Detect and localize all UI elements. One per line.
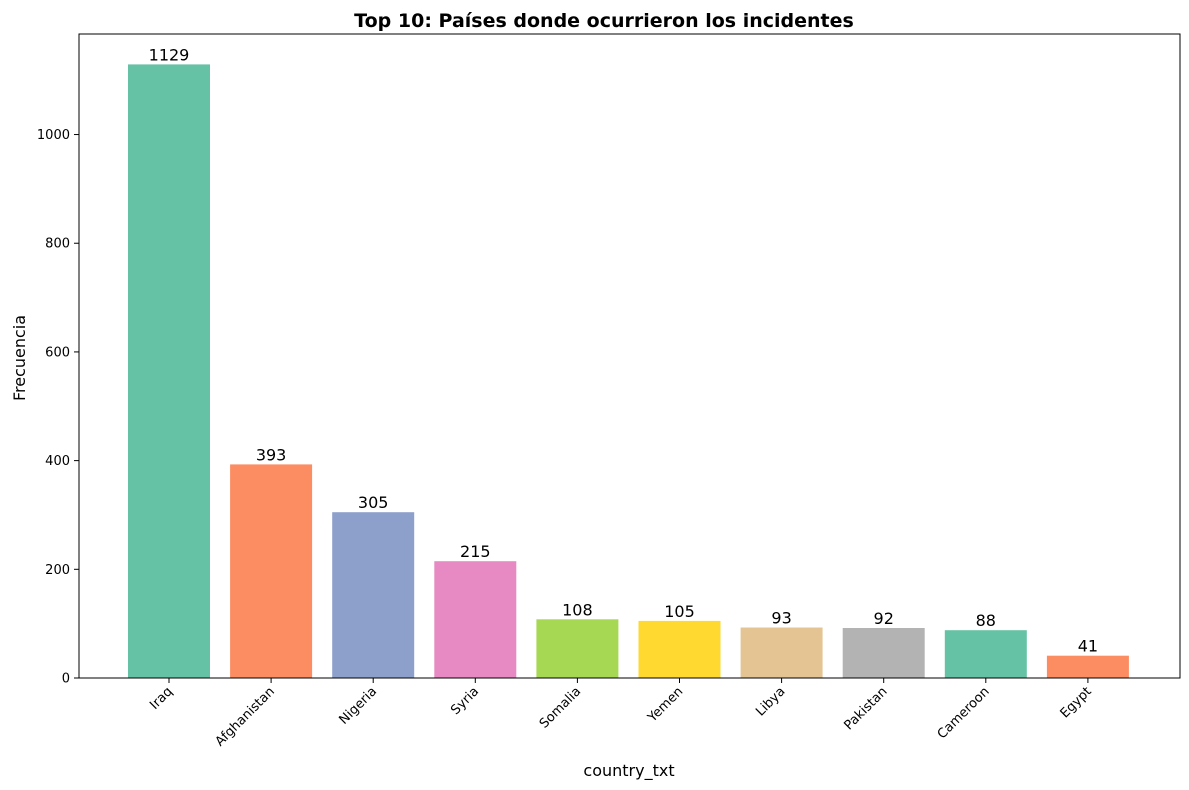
bar-cameroon [944, 630, 1027, 678]
data-label-nigeria: 305 [358, 493, 389, 512]
y-tick-label: 0 [62, 672, 70, 687]
bar-nigeria [332, 512, 415, 678]
data-label-yemen: 105 [664, 602, 695, 621]
bar-afghanistan [230, 464, 313, 678]
x-tick-label-afghanistan: Afghanistan [213, 684, 278, 749]
x-axis-label: country_txt [583, 761, 674, 781]
data-label-egypt: 41 [1078, 637, 1098, 656]
bar-somalia [536, 619, 619, 678]
bar-yemen [638, 620, 721, 678]
axes-frame [78, 33, 1181, 679]
data-label-iraq: 1129 [149, 45, 190, 64]
y-tick-label: 1000 [37, 128, 70, 143]
x-tick-label-libya: Libya [753, 684, 788, 719]
bar-pakistan [842, 628, 925, 678]
y-tick-label: 600 [45, 345, 70, 360]
x-tick-label-pakistan: Pakistan [841, 684, 890, 733]
x-tick-label-yemen: Yemen [645, 684, 687, 726]
chart-title: Top 10: Países donde ocurrieron los inci… [354, 10, 854, 32]
data-label-afghanistan: 393 [256, 445, 287, 464]
y-tick-label: 400 [45, 454, 70, 469]
x-tick-label-egypt: Egypt [1058, 684, 1095, 721]
data-label-syria: 215 [460, 542, 491, 561]
x-tick-label-somalia: Somalia [537, 684, 584, 731]
bar-libya [740, 627, 823, 678]
plot-area: 1129 Iraq 393 Afghanistan 305 Nigeria 215 Syria… [37, 33, 1181, 750]
data-label-somalia: 108 [562, 600, 593, 619]
data-label-libya: 93 [771, 609, 791, 628]
bar-iraq [128, 64, 210, 678]
data-label-cameroon: 88 [976, 611, 996, 630]
x-tick-label-nigeria: Nigeria [337, 684, 380, 727]
y-axis-label: Frecuencia [10, 315, 29, 401]
bar-syria [434, 561, 517, 678]
x-tick-label-cameroon: Cameroon [935, 684, 993, 742]
y-tick-label: 800 [45, 237, 70, 252]
y-tick-label: 200 [45, 563, 70, 578]
data-label-pakistan: 92 [874, 609, 894, 628]
x-tick-label-iraq: Iraq [147, 684, 176, 713]
x-tick-label-syria: Syria [448, 684, 482, 718]
bar-egypt [1046, 655, 1129, 678]
